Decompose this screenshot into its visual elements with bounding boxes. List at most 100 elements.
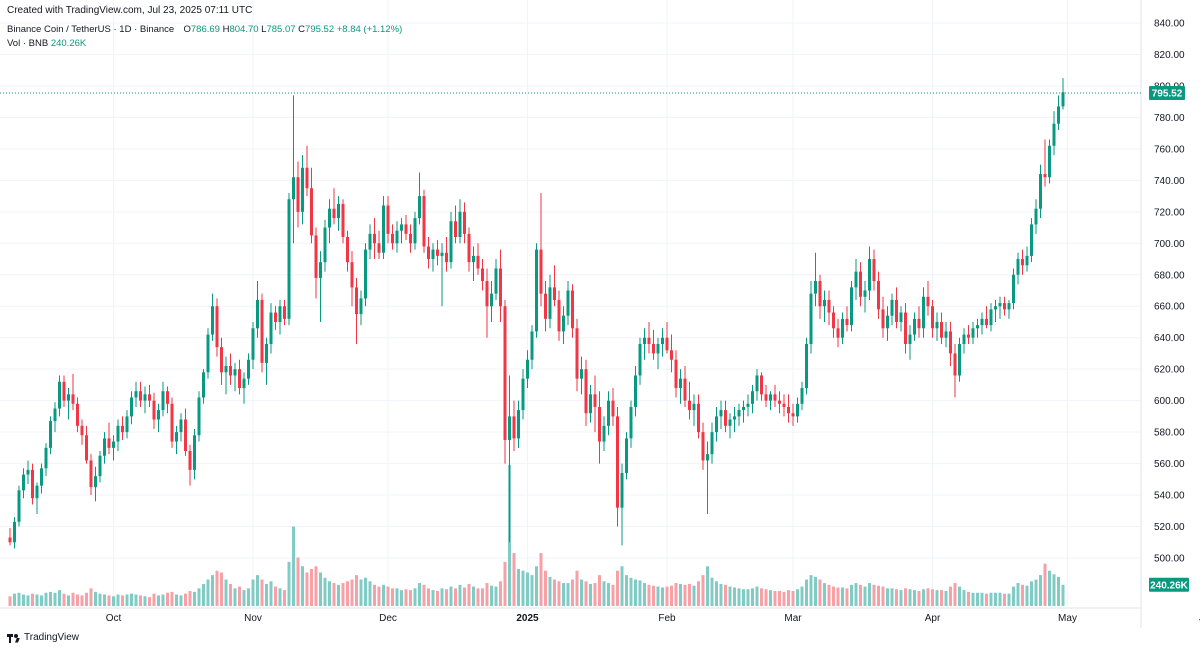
candle-body xyxy=(670,350,673,360)
candle-body xyxy=(823,299,826,307)
candlesticks xyxy=(8,78,1065,549)
candle-body xyxy=(773,394,777,401)
volume-bar xyxy=(67,595,70,606)
symbol-title: Binance Coin / TetherUS · 1D · Binance xyxy=(7,24,175,35)
volume-bar xyxy=(647,584,651,606)
volume-bar xyxy=(481,588,484,606)
close-label: C xyxy=(298,24,306,35)
candle-body xyxy=(814,281,817,294)
volume-bar xyxy=(778,591,781,606)
volume-bar xyxy=(643,583,646,606)
candle-body xyxy=(161,391,165,411)
candle-body xyxy=(683,378,687,401)
volume-bar xyxy=(899,590,903,606)
y-tick-label: 660.00 xyxy=(1154,302,1185,313)
candle-body xyxy=(116,425,120,442)
volume-bar xyxy=(539,553,543,606)
candle-body xyxy=(949,331,952,354)
volume-bar xyxy=(517,568,520,606)
volume-bar xyxy=(616,570,619,606)
volume-bar xyxy=(197,588,201,606)
volume-bar xyxy=(1052,574,1056,606)
candle-body xyxy=(854,271,858,288)
volume-bar xyxy=(328,581,331,606)
volume-bar xyxy=(625,575,628,606)
candle-body xyxy=(89,460,93,488)
candle-body xyxy=(62,381,66,401)
candle-body xyxy=(656,344,660,354)
volume-bar xyxy=(787,590,790,606)
candle-body xyxy=(899,312,903,322)
candle-body xyxy=(967,334,970,338)
candle-body xyxy=(818,281,822,307)
volume-bar xyxy=(670,585,673,606)
candle-body xyxy=(481,268,484,282)
candle-body xyxy=(67,394,70,401)
y-tick-label: 820.00 xyxy=(1154,50,1185,61)
candle-body xyxy=(971,328,975,338)
last-price-label: 795.52 xyxy=(1152,88,1183,99)
volume-bar xyxy=(832,586,835,606)
tradingview-logo-icon xyxy=(7,633,21,643)
volume-bar xyxy=(913,590,916,606)
candle-body xyxy=(778,400,781,404)
volume-bar xyxy=(814,576,817,606)
volume-bar xyxy=(949,586,952,606)
volume-bar xyxy=(256,575,259,606)
candle-body xyxy=(121,425,124,433)
candle-body xyxy=(625,438,628,474)
candle-body xyxy=(463,211,466,234)
volume-bar xyxy=(544,570,547,606)
candle-body xyxy=(170,403,174,442)
change-value: +8.84 (+1.12%) xyxy=(336,24,403,35)
volume-bar xyxy=(1016,583,1020,606)
candle-body xyxy=(440,252,444,256)
candle-body xyxy=(953,353,957,376)
volume-bar xyxy=(638,580,642,606)
candle-body xyxy=(373,233,376,244)
candle-body xyxy=(112,441,115,448)
volume-bar xyxy=(229,583,232,606)
volume-bar xyxy=(881,586,885,606)
close-value: 795.52 xyxy=(305,24,335,35)
candle-body xyxy=(166,391,169,404)
candle-body xyxy=(206,334,210,373)
volume-bar xyxy=(337,584,340,606)
candle-body xyxy=(148,394,151,401)
volume-bar xyxy=(49,591,52,606)
volume-bar xyxy=(607,583,610,606)
volume-bar xyxy=(706,566,709,606)
candle-body xyxy=(584,369,588,414)
candle-body xyxy=(904,312,907,344)
volume-bar xyxy=(746,589,750,606)
volume-bar xyxy=(580,579,583,606)
candle-body xyxy=(553,287,556,300)
candle-body xyxy=(418,196,421,219)
candle-body xyxy=(827,299,831,313)
volume-legend: Vol · BNB 240.26K xyxy=(7,38,86,49)
candle-body xyxy=(832,312,835,329)
volume-bar xyxy=(1048,570,1051,606)
volume-bar xyxy=(751,588,754,606)
candle-body xyxy=(800,388,804,404)
volume-bar xyxy=(386,586,390,606)
candle-body xyxy=(611,400,615,417)
volume-bar xyxy=(980,592,984,606)
candle-body xyxy=(125,416,129,433)
candle-body xyxy=(665,337,669,351)
x-tick-label: Jun xyxy=(1199,613,1200,624)
x-tick-label: 2025 xyxy=(516,613,539,624)
candle-body xyxy=(593,394,597,407)
volume-bar xyxy=(184,593,187,606)
candle-body xyxy=(436,249,439,256)
volume-bar xyxy=(409,590,412,606)
volume-bar xyxy=(841,587,844,606)
candle-body xyxy=(98,455,102,477)
volume-bar xyxy=(332,583,336,606)
volume-bar xyxy=(940,590,943,606)
candle-body xyxy=(580,369,583,379)
candle-body xyxy=(706,454,709,461)
volume-bar xyxy=(512,553,516,606)
candle-body xyxy=(449,221,453,263)
volume-bar xyxy=(1043,563,1047,606)
